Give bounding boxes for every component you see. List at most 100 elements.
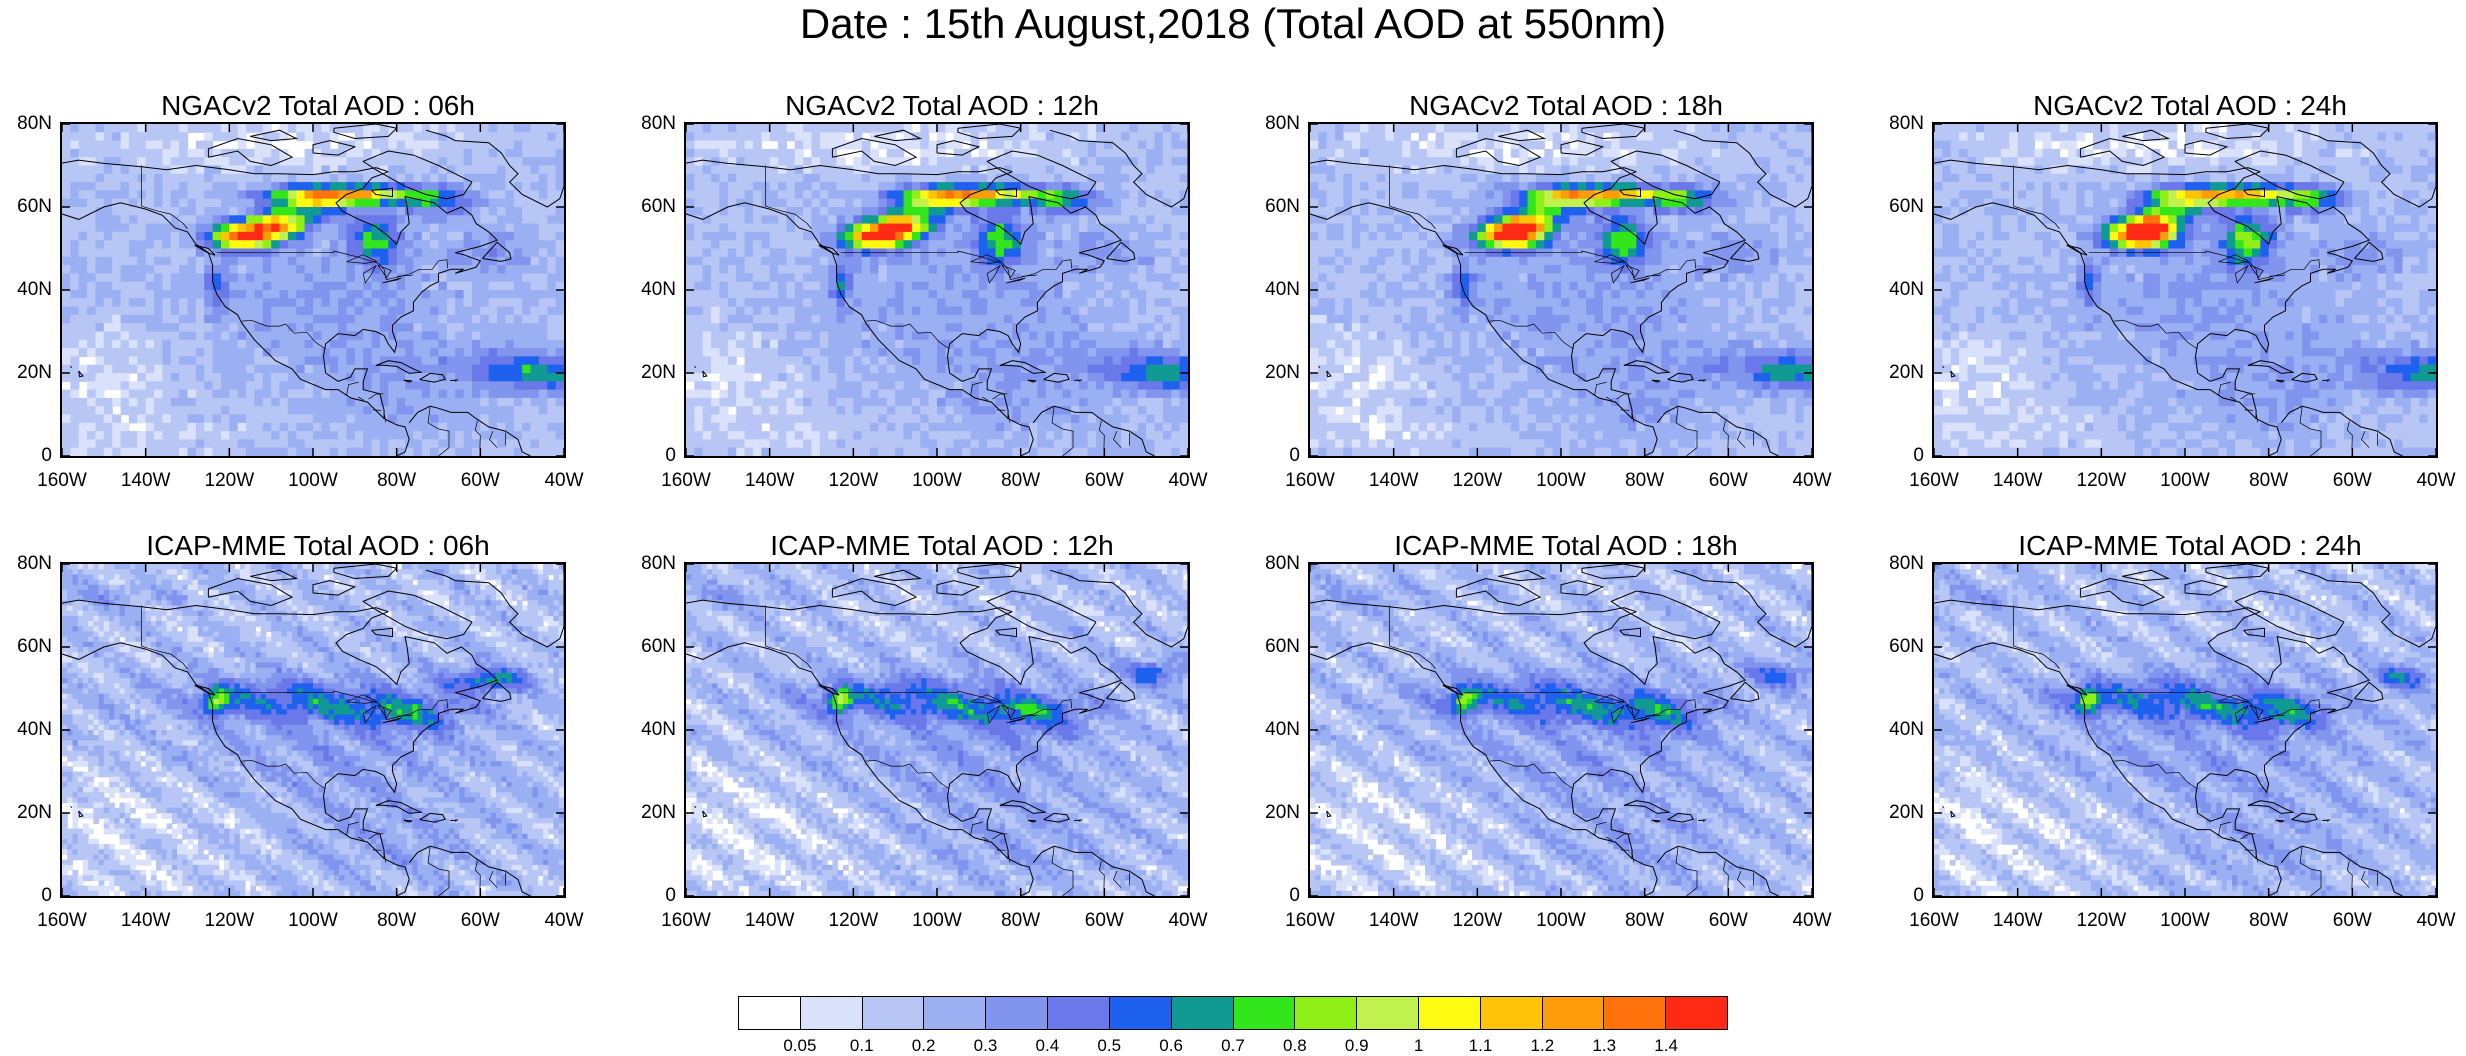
coastline bbox=[333, 564, 398, 580]
lon-tick-label: 100W bbox=[273, 470, 353, 492]
lat-tick-label: 20N bbox=[1864, 803, 1924, 823]
lat-tick-label: 20N bbox=[1864, 363, 1924, 383]
coastline bbox=[1656, 845, 1779, 896]
aod-grid-cells bbox=[686, 564, 1188, 896]
coastline bbox=[70, 366, 73, 368]
map-panel: NGACv2 Total AOD : 06h 80N 60N 40N 20N 0 160W 1… bbox=[17, 88, 583, 491]
coastline bbox=[1560, 580, 1605, 596]
lon-tick-label: 100W bbox=[1521, 910, 1601, 932]
country-border bbox=[2299, 846, 2322, 896]
lon-tick-label: 120W bbox=[2061, 470, 2141, 492]
panel-title: NGACv2 Total AOD : 18h bbox=[1306, 88, 1826, 124]
coastline bbox=[1310, 159, 1637, 176]
country-border bbox=[986, 704, 1001, 724]
lat-tick-label: 80N bbox=[0, 554, 52, 574]
coastline bbox=[874, 569, 923, 582]
country-border bbox=[1632, 414, 1635, 423]
country-border bbox=[2113, 319, 2197, 349]
coastline bbox=[250, 129, 299, 142]
country-border bbox=[1389, 645, 1436, 670]
coastline bbox=[2066, 244, 2088, 256]
country-border bbox=[1021, 274, 1037, 277]
colorbar-swatch bbox=[1357, 997, 1419, 1029]
colorbar-swatch bbox=[1171, 997, 1234, 1029]
country-border bbox=[765, 205, 812, 230]
country-border bbox=[368, 393, 384, 400]
coastline bbox=[250, 569, 299, 582]
coastline bbox=[403, 819, 413, 823]
country-border bbox=[346, 381, 359, 396]
lon-tick-label: 100W bbox=[2145, 470, 2225, 492]
country-border bbox=[1051, 406, 1074, 456]
lon-tick-label: 100W bbox=[2145, 910, 2225, 932]
lon-tick-label: 60W bbox=[1688, 470, 1768, 492]
country-border bbox=[1001, 264, 1016, 279]
lon-tick-label: 140W bbox=[1354, 910, 1434, 932]
coastline bbox=[818, 684, 840, 696]
lat-tick-label: 40N bbox=[0, 720, 52, 740]
country-border bbox=[346, 694, 378, 704]
lon-tick-label: 60W bbox=[440, 470, 520, 492]
coastline bbox=[2322, 379, 2331, 382]
country-border bbox=[986, 264, 1001, 284]
country-border bbox=[1625, 704, 1640, 719]
lon-tick-label: 80W bbox=[2229, 910, 2309, 932]
coastline bbox=[2247, 800, 2295, 814]
lon-tick-label: 60W bbox=[1688, 910, 1768, 932]
coastline bbox=[1623, 800, 1671, 814]
coastline bbox=[1934, 642, 2282, 896]
country-border bbox=[2361, 870, 2370, 888]
coastline bbox=[371, 187, 393, 198]
coastline bbox=[1651, 379, 1661, 383]
coastline bbox=[482, 241, 512, 262]
country-border bbox=[362, 264, 377, 284]
map-panel: NGACv2 Total AOD : 12h 80N 60N 40N 20N 0 160W 1… bbox=[641, 88, 1207, 491]
coastline bbox=[312, 580, 357, 596]
lat-tick-label: 60N bbox=[0, 197, 52, 217]
lat-tick-label: 60N bbox=[1240, 637, 1300, 657]
lat-tick-label: 0 bbox=[1864, 886, 1924, 906]
coastline bbox=[371, 627, 393, 638]
aod-map bbox=[60, 122, 566, 458]
country-border bbox=[358, 396, 365, 401]
country-border bbox=[474, 860, 481, 890]
lon-tick-label: 100W bbox=[897, 470, 977, 492]
country-border bbox=[2299, 406, 2322, 456]
country-border bbox=[970, 381, 983, 396]
coastline bbox=[694, 366, 697, 368]
coastline bbox=[1610, 150, 1721, 200]
lon-tick-label: 80W bbox=[1605, 470, 1685, 492]
coastline bbox=[1032, 845, 1155, 896]
coastline bbox=[1498, 129, 1547, 142]
coastline bbox=[1027, 819, 1037, 823]
coastline bbox=[1730, 241, 1760, 262]
lon-tick-label: 120W bbox=[2061, 910, 2141, 932]
coastline bbox=[1326, 370, 1332, 378]
coastline bbox=[986, 150, 1097, 200]
coastline bbox=[1667, 812, 1694, 823]
coastline bbox=[1032, 405, 1155, 456]
country-border bbox=[1489, 759, 1573, 789]
country-border bbox=[2361, 430, 2370, 448]
country-border bbox=[2113, 759, 2197, 789]
country-border bbox=[1098, 860, 1105, 890]
panel-title: ICAP-MME Total AOD : 06h bbox=[58, 528, 578, 564]
colorbar-label: 1.2 bbox=[1512, 1036, 1572, 1056]
lon-tick-label: 160W bbox=[1894, 910, 1974, 932]
aod-grid-cells bbox=[62, 124, 564, 456]
lon-tick-label: 40W bbox=[524, 910, 604, 932]
colorbar-swatch bbox=[739, 997, 801, 1029]
coastline bbox=[408, 405, 531, 456]
coastline bbox=[1673, 564, 1812, 648]
aod-field bbox=[686, 564, 1188, 896]
coastline bbox=[1043, 812, 1070, 823]
coastline bbox=[62, 642, 410, 896]
coastline bbox=[2247, 360, 2295, 374]
colorbar-label: 0.9 bbox=[1327, 1036, 1387, 1056]
lon-tick-label: 120W bbox=[1437, 470, 1517, 492]
country-border bbox=[358, 836, 365, 841]
colorbar-swatch bbox=[1233, 997, 1296, 1029]
coastline bbox=[194, 684, 216, 696]
country-border bbox=[1594, 254, 1626, 264]
coastline bbox=[1942, 366, 1945, 368]
